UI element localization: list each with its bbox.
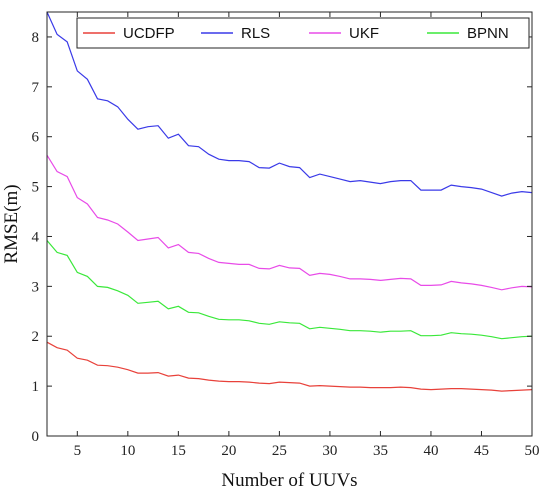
series-line-bpnn: [46, 240, 533, 340]
series-line-ucdfp: [46, 341, 533, 392]
series-line-ukf: [46, 154, 533, 291]
legend-label-ukf: UKF: [349, 25, 379, 42]
y-tick-label: 5: [32, 180, 40, 196]
x-tick-label: 45: [474, 443, 489, 459]
y-tick-label: 6: [32, 130, 40, 146]
y-tick-label: 1: [32, 379, 40, 395]
legend-label-rls: RLS: [241, 25, 270, 42]
y-tick-label: 0: [32, 429, 40, 445]
x-tick-label: 10: [120, 443, 135, 459]
y-tick-label: 7: [32, 80, 40, 96]
x-tick-label: 40: [423, 443, 438, 459]
x-tick-label: 5: [74, 443, 82, 459]
legend-label-ucdfp: UCDFP: [123, 25, 175, 42]
x-tick-label: 50: [525, 443, 540, 459]
x-tick-label: 35: [373, 443, 388, 459]
axes-frame: [46, 11, 533, 437]
legend-label-bpnn: BPNN: [467, 25, 509, 42]
y-tick-label: 4: [32, 229, 40, 245]
series-line-rls: [46, 11, 533, 197]
plot-area: [46, 11, 533, 392]
y-axis-label: RMSE(m): [1, 184, 22, 263]
x-tick-label: 25: [272, 443, 287, 459]
x-tick-label: 15: [171, 443, 186, 459]
y-tick-label: 8: [32, 30, 40, 46]
x-tick-label: 20: [221, 443, 236, 459]
legend: UCDFP RLS UKF BPNN: [76, 17, 530, 49]
x-axis-label: Number of UUVs: [221, 470, 357, 491]
y-tick-label: 3: [32, 279, 40, 295]
y-tick-label: 2: [32, 329, 40, 345]
x-tick-label: 30: [322, 443, 337, 459]
